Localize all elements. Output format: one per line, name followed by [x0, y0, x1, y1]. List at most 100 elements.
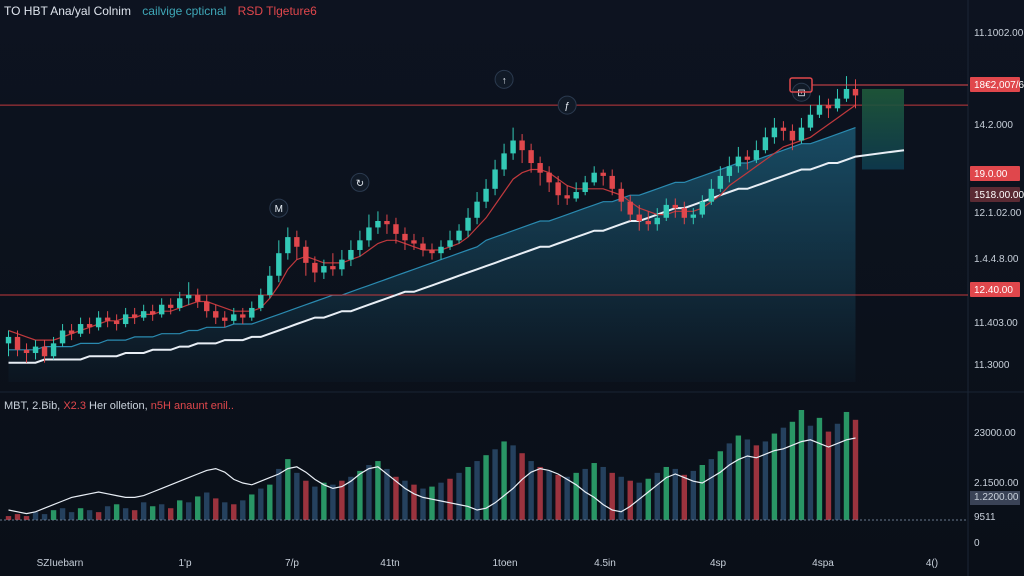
candle-body: [167, 304, 174, 308]
volume-bar: [681, 474, 687, 520]
volume-bar: [131, 510, 138, 520]
volume-bar: [348, 476, 354, 520]
chart-subtitle: cailvige cpticnal: [142, 4, 227, 18]
candle-body: [726, 166, 733, 176]
volume-indicator: n5H anaunt enil..: [150, 400, 234, 412]
volume-bar: [447, 478, 453, 520]
time-axis-tick: SZIuebarn: [37, 558, 84, 569]
event-marker: [350, 172, 370, 192]
volume-bar: [600, 466, 606, 520]
candle-body: [222, 317, 228, 321]
volume-bar: [762, 441, 769, 520]
time-axis-tick: 1toen: [492, 558, 517, 569]
candle-body: [717, 175, 724, 189]
candle-body: [122, 314, 129, 325]
volume-bar: [735, 435, 742, 520]
volume-bar: [375, 461, 381, 520]
volume-bar: [294, 472, 300, 520]
volume-bar: [303, 480, 309, 520]
indicator-label: RSD Tlgeture6: [237, 4, 317, 18]
volume-bar: [50, 510, 57, 520]
volume-bar: [429, 486, 435, 520]
candle-body: [375, 221, 381, 228]
candle-body: [654, 217, 660, 225]
volume-bar: [366, 465, 372, 520]
volume-bar: [276, 468, 282, 520]
event-marker-glyph: ↑: [502, 75, 507, 86]
volume-bar: [474, 461, 480, 520]
time-axis-tick: 1'p: [178, 558, 191, 569]
volume-bar: [95, 512, 102, 520]
candle-body: [41, 346, 48, 357]
candle-body: [393, 224, 399, 234]
candle-body: [348, 249, 354, 260]
candle-body: [555, 182, 561, 196]
candle-body: [177, 298, 183, 308]
volume-bar: [852, 419, 859, 520]
volume-bar: [744, 439, 751, 520]
volume-bar: [68, 512, 75, 520]
volume-bar: [393, 476, 399, 520]
candle-body: [231, 314, 237, 321]
price-tag-label: 1518.00.00: [974, 190, 1024, 201]
candle-body: [798, 127, 805, 141]
volume-bar: [258, 488, 264, 520]
candle-body: [276, 253, 282, 276]
candle-body: [158, 304, 165, 315]
candle-body: [681, 208, 687, 218]
candle-body: [149, 311, 156, 315]
candle-body: [636, 214, 642, 221]
volume-bar: [663, 466, 669, 520]
candle-body: [366, 227, 372, 241]
volume-bar: [807, 425, 814, 520]
volume-bar: [636, 482, 642, 520]
volume-bar: [231, 504, 237, 520]
candle-body: [546, 172, 552, 183]
candle-body: [825, 105, 832, 109]
price-axis-tick: 11.403.00: [974, 318, 1018, 329]
candle-body: [483, 188, 489, 202]
volume-bar: [753, 445, 760, 520]
price-tag-label: 18€2,007/6: [974, 80, 1024, 91]
candle-body: [690, 214, 697, 218]
volume-bar: [573, 472, 579, 520]
candle-body: [50, 343, 57, 357]
event-marker-glyph: ⊡: [797, 88, 805, 99]
volume-bar: [843, 411, 850, 520]
volume-bar: [339, 480, 345, 520]
candle-body: [663, 204, 669, 218]
candle-body: [789, 130, 796, 141]
candle-body: [312, 262, 318, 273]
volume-bar: [186, 502, 192, 520]
symbol-title: TO HBT Ana/yal Colnim: [4, 4, 131, 18]
candle-body: [213, 311, 219, 318]
volume-bar: [690, 470, 697, 520]
candle-body: [186, 295, 192, 299]
candle-body: [672, 204, 678, 209]
candle-body: [753, 150, 760, 160]
candle-body: [131, 314, 138, 318]
candle-body: [357, 240, 363, 250]
volume-bar: [510, 445, 516, 520]
candle-body: [843, 88, 850, 99]
volume-bar: [717, 451, 724, 520]
volume-header: MBT, 2.Bib, X2.3 Her olletion, n5H anaun…: [4, 400, 234, 412]
event-marker-glyph: M: [275, 204, 283, 215]
volume-bar: [267, 484, 273, 520]
candle-body: [258, 295, 264, 308]
volume-bar: [816, 417, 823, 520]
candle-body: [23, 349, 30, 354]
volume-bar: [167, 508, 174, 520]
volume-bar: [825, 431, 832, 520]
volume-bar: [104, 506, 111, 520]
candle-body: [528, 150, 534, 164]
price-axis-tick: 11.3000: [974, 360, 1010, 371]
event-marker: [269, 198, 289, 218]
price-tag: [970, 282, 1020, 297]
volume-bar: [591, 463, 597, 520]
time-axis-tick: 4(): [926, 558, 938, 569]
candle-body: [420, 243, 426, 250]
volume-bar: [122, 508, 129, 520]
candle-body: [411, 240, 417, 244]
